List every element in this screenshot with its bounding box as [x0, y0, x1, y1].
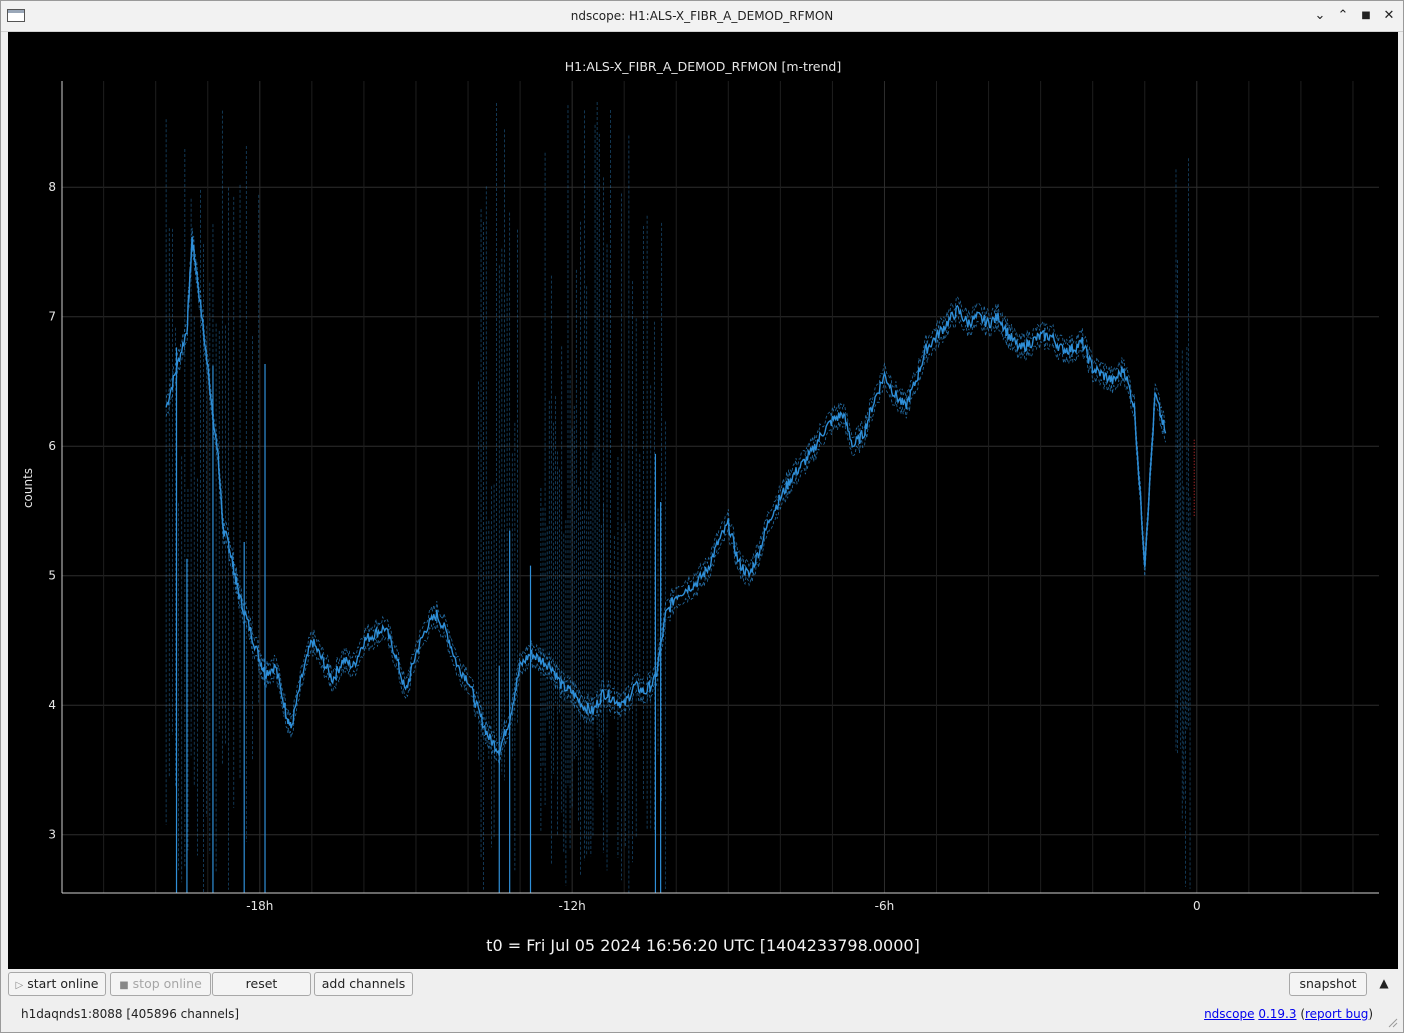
x-tick-label: -6h: [875, 899, 895, 913]
mean-line: [165, 236, 1167, 756]
close-icon[interactable]: ✕: [1383, 8, 1395, 23]
t0-label: t0 = Fri Jul 05 2024 16:56:20 UTC [14042…: [486, 936, 920, 955]
restore-icon[interactable]: ■: [1361, 10, 1371, 21]
expand-icon[interactable]: ▲: [1379, 976, 1389, 990]
resize-grip-icon[interactable]: [1386, 1016, 1398, 1028]
axes: 3 4 5 6 7 8 -18h -12h -6h 0: [48, 81, 1379, 913]
vertical-dropout-traces: [165, 102, 1195, 893]
minimize-icon[interactable]: ⌄: [1314, 8, 1326, 23]
version-link[interactable]: 0.19.3: [1258, 1007, 1297, 1021]
y-tick-label: 3: [48, 828, 56, 842]
report-bug-link[interactable]: report bug: [1305, 1007, 1369, 1021]
window-icon: [7, 9, 25, 22]
title-bar[interactable]: ndscope: H1:ALS-X_FIBR_A_DEMOD_RFMON ⌄ ⌃…: [1, 1, 1403, 32]
trend-chart[interactable]: 3 4 5 6 7 8 -18h -12h -6h 0: [8, 32, 1398, 969]
reset-button[interactable]: reset: [212, 972, 311, 996]
window-title: ndscope: H1:ALS-X_FIBR_A_DEMOD_RFMON: [570, 9, 834, 23]
ndscope-link[interactable]: ndscope: [1204, 1007, 1255, 1021]
paren-open: (: [1296, 1007, 1305, 1021]
y-tick-label: 8: [48, 180, 56, 194]
max-envelope-line: [165, 227, 1166, 747]
grid-lines: [62, 81, 1379, 893]
x-tick-label: -12h: [559, 899, 586, 913]
mean-trace: [165, 236, 1167, 756]
min-max-envelope: [165, 227, 1166, 765]
y-tick-label: 4: [48, 698, 56, 712]
snapshot-button[interactable]: snapshot: [1289, 972, 1367, 996]
stop-online-label: stop online: [132, 976, 202, 991]
y-tick-label: 6: [48, 439, 56, 453]
paren-close: ): [1368, 1007, 1373, 1021]
x-tick-label: -18h: [246, 899, 273, 913]
start-online-button[interactable]: ▷ start online: [8, 972, 106, 996]
stop-icon: ■: [119, 980, 129, 991]
plot-panel[interactable]: H1:ALS-X_FIBR_A_DEMOD_RFMON [m-trend] co…: [8, 32, 1398, 969]
server-status: h1daqnds1:8088 [405896 channels]: [21, 1007, 240, 1021]
plot-title: H1:ALS-X_FIBR_A_DEMOD_RFMON [m-trend]: [564, 59, 842, 74]
about-links: ndscope 0.19.3 (report bug): [1204, 1007, 1373, 1021]
y-tick-label: 5: [48, 569, 56, 583]
x-tick-label: 0: [1193, 899, 1201, 913]
play-icon: ▷: [15, 980, 24, 991]
stop-online-button[interactable]: ■ stop online: [110, 972, 211, 996]
maximize-icon[interactable]: ⌃: [1337, 8, 1349, 23]
min-envelope-line: [165, 246, 1166, 765]
y-tick-label: 7: [48, 310, 56, 324]
add-channels-button[interactable]: add channels: [314, 972, 413, 996]
start-online-label: start online: [27, 976, 99, 991]
